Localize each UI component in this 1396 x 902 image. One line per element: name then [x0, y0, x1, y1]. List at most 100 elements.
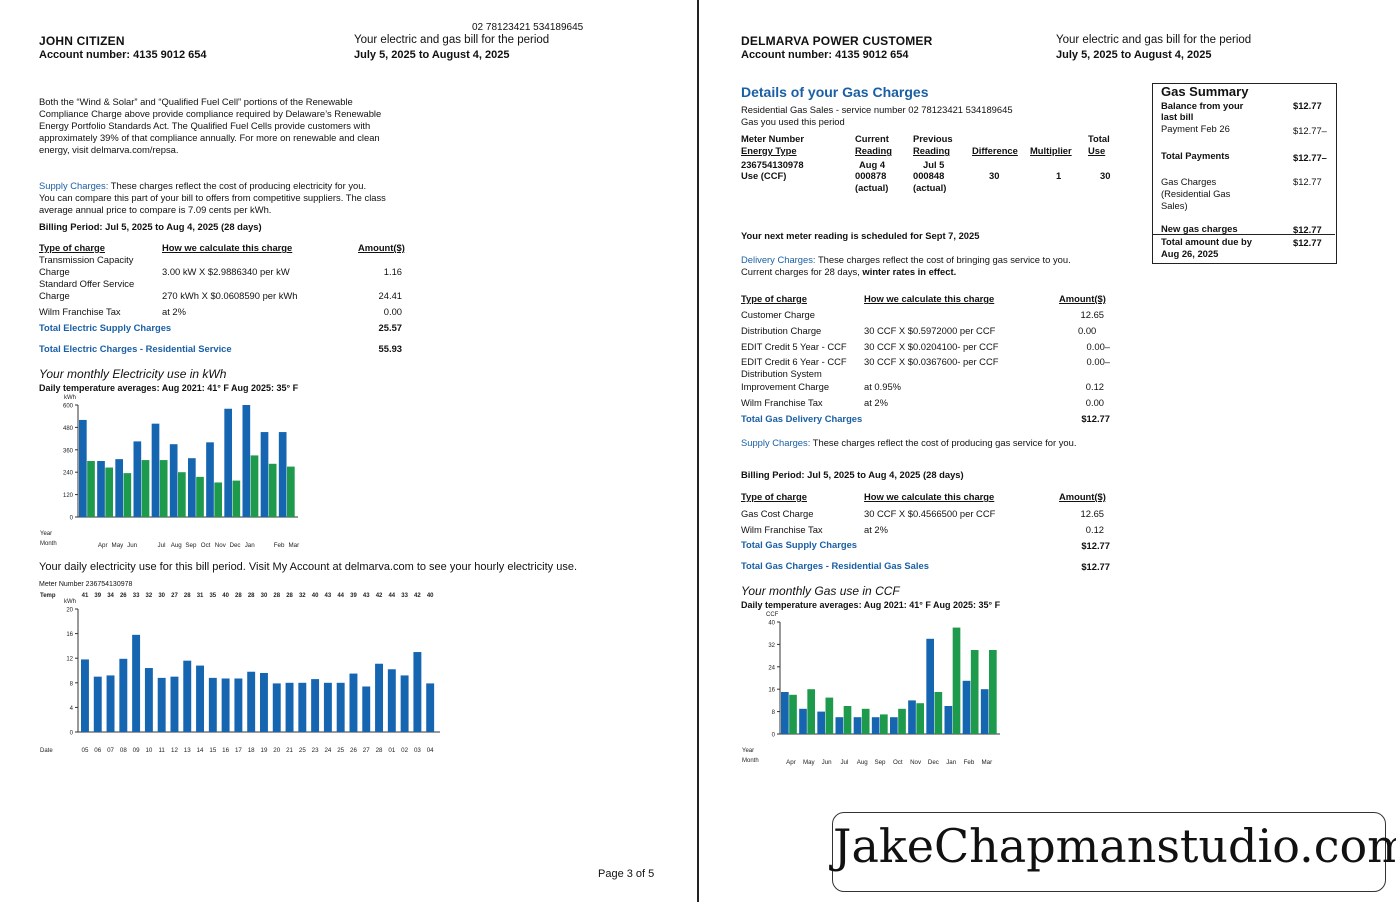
bar — [157, 677, 166, 732]
meter-number: 236754130978 — [741, 159, 804, 170]
billing-period: Billing Period: Jul 5, 2025 to Aug 4, 20… — [39, 221, 262, 232]
x-tick-label: 03 — [414, 747, 421, 754]
bar — [323, 682, 332, 732]
charge-type: Gas Cost Charge — [741, 508, 814, 519]
x-tick-label: Aug — [857, 759, 869, 766]
renewable-line: approximately 39% of that compliance ann… — [39, 132, 380, 143]
monthly-gas-title: Your monthly Gas use in CCF — [741, 584, 900, 598]
x-tick-label: 18 — [248, 747, 255, 754]
gas-supply-text: These charges reflect the cost of produc… — [810, 437, 1077, 448]
bar — [861, 708, 870, 734]
new-gas-charges-value: $12.77 — [1293, 224, 1322, 235]
bar — [287, 466, 295, 517]
y-tick-label: 4 — [70, 706, 74, 712]
bar — [141, 460, 150, 517]
gas-charges-title: Details of your Gas Charges — [741, 84, 929, 100]
x-tick-label: Feb — [274, 542, 285, 549]
x-tick-label: 24 — [324, 747, 331, 754]
bar — [123, 473, 132, 517]
x-tick-label: 21 — [286, 747, 293, 754]
daily-electric-title: Your daily electricity use for this bill… — [39, 561, 578, 573]
charge-type: Wilm Franchise Tax — [741, 397, 823, 408]
y-tick-label: 16 — [66, 632, 73, 638]
supply-charges-heading: Supply Charges: — [39, 180, 109, 191]
x-tick-label: 01 — [388, 747, 395, 754]
gas-charges-value: $12.77 — [1293, 176, 1322, 187]
monthly-electric-title: Your monthly Electricity use in kWh — [39, 367, 227, 381]
x-tick-label: 27 — [363, 747, 370, 754]
bar — [871, 717, 880, 734]
bar — [178, 472, 186, 517]
supply-charges-note: Supply Charges: These charges reflect th… — [39, 180, 459, 216]
bar — [285, 682, 294, 732]
supply-text-line: These charges reflect the cost of produc… — [108, 180, 367, 191]
bar — [268, 463, 277, 517]
bill-period-dates: July 5, 2025 to August 4, 2025 — [1056, 49, 1212, 61]
col-amount-header: Amount($) — [358, 242, 405, 253]
service-number-line: Residential Gas Sales - service number 0… — [741, 104, 1013, 115]
total-gas-supply-value: $12.77 — [1081, 540, 1110, 551]
gas-used-line: Gas you used this period — [741, 116, 845, 127]
bill-period-label: Your electric and gas bill for the perio… — [1056, 34, 1252, 46]
gas-charges-label: (Residential Gas — [1161, 188, 1231, 199]
charge-amount: 12.65 — [1080, 309, 1104, 320]
supply-text-line: average annual price to compare is 7.09 … — [39, 204, 272, 215]
x-tick-label: 16 — [222, 747, 229, 754]
temp-label: 26 — [120, 593, 127, 599]
bar — [362, 686, 371, 732]
bar — [807, 689, 816, 734]
bar — [898, 708, 906, 734]
bar — [224, 408, 233, 517]
bar — [908, 700, 916, 734]
bar — [105, 467, 114, 517]
bar — [97, 461, 105, 517]
barcode-number: 02 78123421 534189645 — [472, 22, 584, 33]
renewable-paragraph: Both the “Wind & Solar” and “Qualified F… — [39, 96, 439, 156]
bar — [781, 692, 789, 734]
bar — [843, 706, 852, 734]
temp-label: 41 — [82, 593, 89, 599]
x-tick-label: 28 — [376, 747, 383, 754]
charge-calc: 270 kWh X $0.0608590 per kWh — [162, 290, 298, 301]
monthly-gas-temp: Daily temperature averages: Aug 2021: 41… — [741, 600, 1001, 610]
bar — [144, 668, 153, 732]
energy-type-header: Energy Type — [741, 145, 797, 156]
balance-label: last bill — [1161, 111, 1194, 122]
multiplier-value: 1 — [1056, 170, 1062, 181]
col-how-header: How we calculate this charge — [864, 293, 995, 304]
page-number: Page 3 of 5 — [598, 868, 655, 880]
monthly-gas-chart: 0 8 16 24 32 40 CCF Apr May Jun Jul Aug Sep Oct Nov Dec… — [742, 612, 1000, 766]
current-reading-date: Aug 4 — [859, 159, 886, 170]
bar — [79, 419, 87, 517]
temp-label: 32 — [146, 593, 153, 599]
total-use-header: Use — [1088, 145, 1106, 156]
charge-amount: 24.41 — [378, 290, 402, 301]
y-tick-label: 12 — [66, 657, 73, 663]
temp-label: 33 — [133, 593, 140, 599]
col-type-header: Type of charge — [741, 293, 807, 304]
bar — [349, 673, 358, 732]
charge-calc: 30 CCF X $0.0367600- per CCF — [864, 356, 999, 367]
charge-amount: 0.00 — [383, 306, 402, 317]
temp-label: 28 — [273, 593, 280, 599]
bar — [789, 694, 797, 734]
x-tick-label: Mar — [981, 759, 992, 766]
bar — [825, 697, 834, 734]
renewable-line: energy, visit delmarva.com/repsa. — [39, 144, 179, 155]
col-how-header: How we calculate this charge — [162, 242, 293, 253]
bar — [208, 677, 217, 732]
col-type-header: Type of charge — [741, 491, 807, 502]
winter-rates-note: winter rates in effect. — [862, 266, 957, 277]
bar — [278, 432, 287, 517]
x-tick-label: 08 — [120, 747, 127, 754]
x-tick-label: 17 — [235, 747, 242, 754]
summary-divider — [1153, 234, 1335, 235]
delivery-text: Current charges for 28 days, — [741, 266, 863, 277]
total-electric-charges-value: 55.93 — [378, 343, 402, 354]
charge-type: Wilm Franchise Tax — [741, 524, 823, 535]
account-number: Account number: 4135 9012 654 — [741, 49, 909, 61]
x-tick-label: 23 — [312, 747, 319, 754]
y-tick-label: 600 — [63, 404, 74, 410]
charge-calc: at 0.95% — [864, 381, 902, 392]
temp-label: 44 — [337, 593, 344, 599]
